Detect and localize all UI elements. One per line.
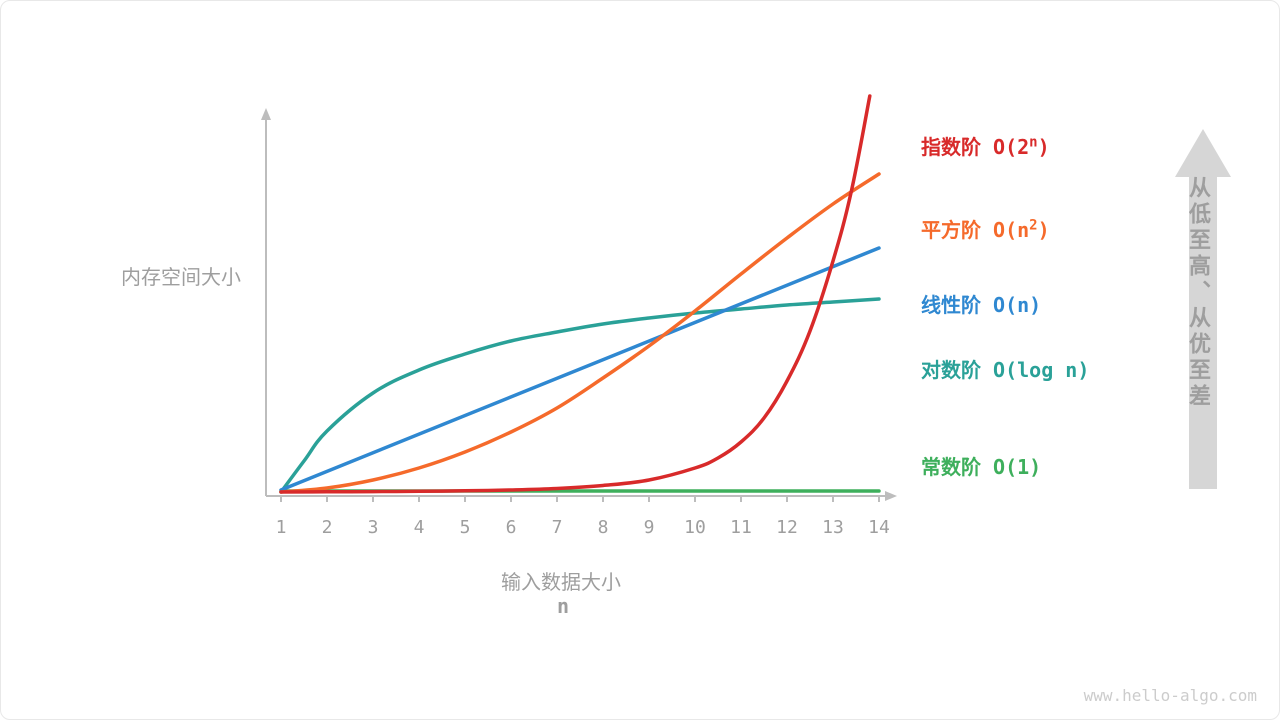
legend-text: 对数阶 bbox=[921, 358, 981, 382]
legend-square: 平方阶 O(n2) bbox=[921, 214, 1050, 243]
legend-constant: 常数阶 O(1) bbox=[921, 451, 1041, 480]
curve-square bbox=[281, 174, 879, 492]
legend-formula: O(n) bbox=[993, 293, 1041, 317]
y-axis-label: 内存空间大小 bbox=[121, 261, 241, 290]
legend-text: 常数阶 bbox=[921, 455, 981, 479]
x-tick-3: 3 bbox=[368, 517, 379, 538]
x-tick-8: 8 bbox=[598, 517, 609, 538]
legend-text: 指数阶 bbox=[921, 135, 981, 159]
legend-formula: O(1) bbox=[993, 455, 1041, 479]
legend-log: 对数阶 O(log n) bbox=[921, 354, 1089, 383]
watermark: www.hello-algo.com bbox=[1084, 686, 1257, 705]
x-tick-13: 13 bbox=[822, 517, 844, 538]
x-tick-2: 2 bbox=[322, 517, 333, 538]
x-tick-10: 10 bbox=[684, 517, 706, 538]
x-tick-5: 5 bbox=[460, 517, 471, 538]
legend-linear: 线性阶 O(n) bbox=[921, 289, 1041, 318]
legend-formula: O(log n) bbox=[993, 358, 1089, 382]
x-tick-11: 11 bbox=[730, 517, 752, 538]
x-axis-label: 输入数据大小 bbox=[501, 566, 621, 595]
x-tick-4: 4 bbox=[414, 517, 425, 538]
arrow-label: 从低至高、从优至差 bbox=[1182, 176, 1214, 410]
x-tick-14: 14 bbox=[868, 517, 890, 538]
x-tick-9: 9 bbox=[644, 517, 655, 538]
legend-text: 线性阶 bbox=[921, 293, 981, 317]
x-tick-1: 1 bbox=[276, 517, 287, 538]
chart-svg bbox=[266, 126, 881, 516]
legend-text: 平方阶 bbox=[921, 218, 981, 242]
x-tick-7: 7 bbox=[552, 517, 563, 538]
x-tick-12: 12 bbox=[776, 517, 798, 538]
legend-formula: O(2n) bbox=[993, 135, 1050, 159]
x-tick-6: 6 bbox=[506, 517, 517, 538]
chart-plot bbox=[266, 126, 881, 496]
curve-linear bbox=[281, 248, 879, 490]
legend-formula: O(n2) bbox=[993, 218, 1050, 242]
curve-exp bbox=[281, 96, 870, 492]
x-axis-variable: n bbox=[557, 594, 569, 618]
legend-exp: 指数阶 O(2n) bbox=[921, 131, 1050, 160]
